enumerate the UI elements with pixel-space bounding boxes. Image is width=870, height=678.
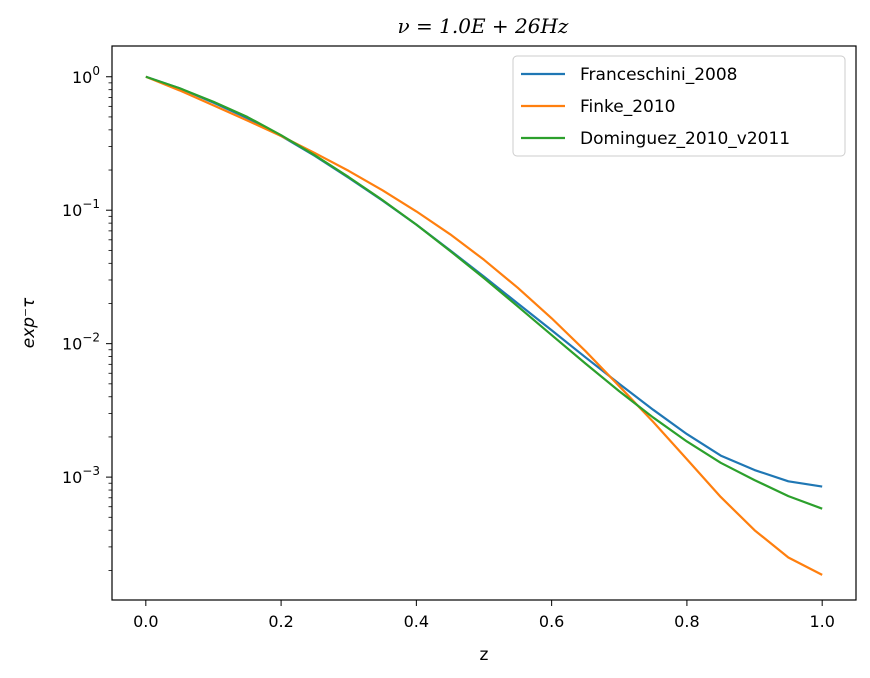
- y-tick-label: 100: [72, 64, 100, 87]
- y-tick-label: 10−1: [62, 197, 100, 220]
- y-tick-label: 10−3: [62, 464, 100, 487]
- legend-label-1: Finke_2010: [580, 97, 676, 117]
- legend-label-2: Dominguez_2010_v2011: [580, 129, 790, 149]
- x-tick-label: 0.8: [674, 612, 699, 631]
- series-layer: [145, 75, 823, 576]
- x-tick-label: 0.2: [268, 612, 293, 631]
- plot-frame: [111, 45, 857, 601]
- legend: Franceschini_2008 Finke_2010 Dominguez_201…: [512, 55, 846, 157]
- chart-title: ν = 1.0E + 26Hz: [398, 14, 569, 38]
- series-line-2: [145, 75, 823, 510]
- x-axis: 0.0 0.2 0.4 0.6 0.8 1.0: [133, 600, 835, 631]
- x-tick-label: 0.4: [404, 612, 429, 631]
- legend-box: [512, 55, 846, 157]
- x-tick-label: 1.0: [809, 612, 834, 631]
- series-line-1: [145, 75, 823, 576]
- y-axis: 100 10−1 10−2 10−3: [62, 64, 112, 571]
- x-tick-label: 0.6: [539, 612, 564, 631]
- x-tick-label: 0.0: [133, 612, 158, 631]
- y-tick-label: 10−2: [62, 331, 100, 354]
- y-axis-label: exp⁻τ: [19, 297, 39, 348]
- legend-label-0: Franceschini_2008: [580, 65, 738, 85]
- x-axis-label: z: [480, 645, 489, 665]
